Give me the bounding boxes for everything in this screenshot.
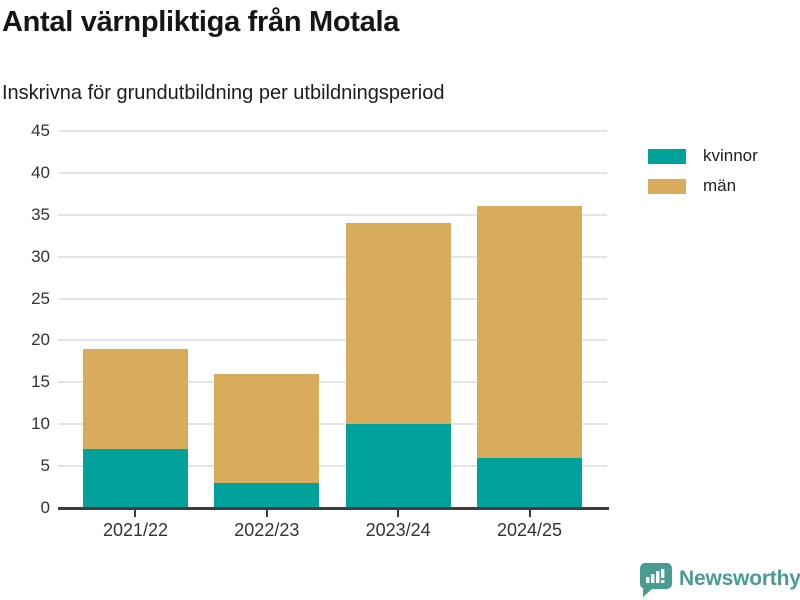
gridline <box>58 255 607 258</box>
legend: kvinnor män <box>648 146 758 196</box>
chart-subtitle: Inskrivna för grundutbildning per utbild… <box>2 82 445 104</box>
y-axis-label: 30 <box>31 246 50 266</box>
y-axis-label: 45 <box>31 121 50 140</box>
gridline <box>58 423 607 426</box>
y-axis-label: 25 <box>31 288 50 308</box>
bar-män-2021/22 <box>82 348 188 450</box>
legend-swatch-män <box>648 178 686 194</box>
chart-title: Antal värnpliktiga från Motala <box>2 6 400 38</box>
x-axis-tick <box>397 510 400 517</box>
legend-label: kvinnor <box>703 146 758 165</box>
x-axis-label: 2024/25 <box>496 520 563 540</box>
newsworthy-logo-icon <box>638 561 672 597</box>
legend-item-kvinnor: kvinnor <box>648 146 758 166</box>
bar-kvinnor-2021/22 <box>82 449 188 508</box>
x-axis-label: 2021/22 <box>102 520 169 540</box>
bar-män-2023/24 <box>345 223 451 425</box>
x-axis-tick <box>528 510 531 517</box>
x-axis-tick <box>265 510 268 517</box>
brand-footer: Newsworthy <box>638 561 800 597</box>
gridline <box>58 130 607 132</box>
y-axis-label: 15 <box>31 372 50 392</box>
brand-name: Newsworthy <box>679 567 800 590</box>
gridline <box>58 297 607 300</box>
gridline <box>58 381 607 384</box>
bar-kvinnor-2022/23 <box>214 482 320 508</box>
legend-label: män <box>703 176 737 195</box>
y-axis-label: 10 <box>31 414 50 434</box>
x-axis-label: 2023/24 <box>365 520 431 540</box>
gridline <box>58 213 607 216</box>
x-axis-line <box>58 507 609 510</box>
y-axis-label: 5 <box>40 456 50 476</box>
y-axis-label: 35 <box>31 204 50 224</box>
legend-item-män: män <box>648 176 758 196</box>
y-axis-label: 20 <box>31 330 50 350</box>
bar-kvinnor-2024/25 <box>477 457 582 508</box>
x-axis-label: 2022/23 <box>234 520 300 540</box>
bar-män-2024/25 <box>477 206 582 458</box>
gridline <box>58 339 607 342</box>
legend-swatch-kvinnor <box>648 148 686 164</box>
gridline <box>58 465 607 468</box>
x-axis-tick <box>134 510 137 517</box>
y-axis-label: 0 <box>40 498 50 517</box>
y-axis-label: 40 <box>31 162 50 182</box>
gridline <box>58 171 607 174</box>
bar-män-2022/23 <box>214 373 320 483</box>
bar-kvinnor-2023/24 <box>345 424 451 508</box>
